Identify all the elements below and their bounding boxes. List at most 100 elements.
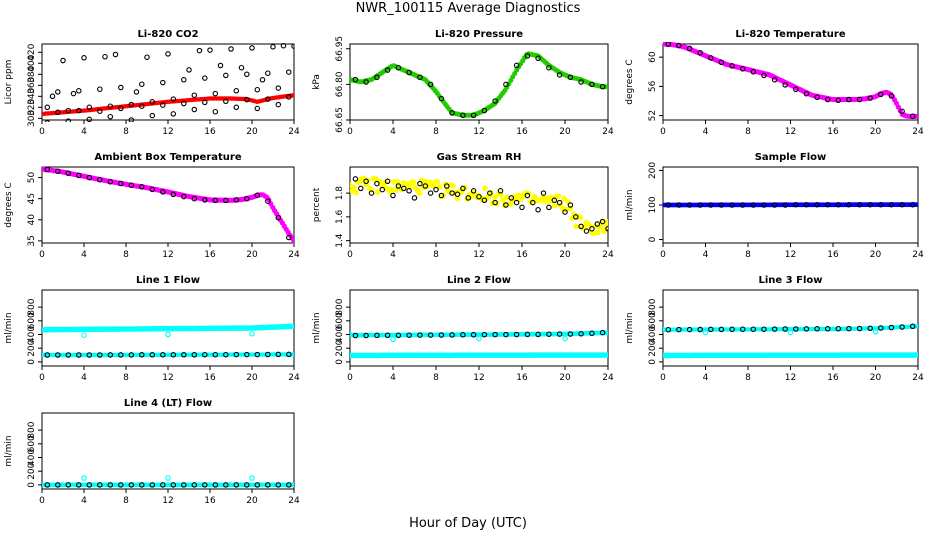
data-point — [503, 331, 509, 338]
data-point — [729, 63, 735, 69]
x-tick-label: 8 — [745, 250, 751, 260]
y-tick-label: 45 — [27, 193, 37, 204]
y-tick-label: 380 — [27, 65, 37, 82]
data-point — [112, 51, 119, 58]
data-point — [488, 190, 494, 196]
x-tick-label: 12 — [162, 127, 173, 137]
x-tick-label: 16 — [827, 250, 839, 260]
data-point — [238, 64, 245, 71]
y-tick-label: 200 — [27, 462, 37, 479]
data-point — [191, 352, 198, 358]
data-point — [470, 112, 477, 119]
data-point — [275, 85, 282, 91]
data-point — [97, 108, 103, 114]
data-point — [546, 331, 552, 337]
x-tick-label: 20 — [246, 250, 258, 260]
y-tick-label: 200 — [27, 339, 37, 356]
data-point — [352, 332, 359, 339]
data-point — [44, 166, 51, 173]
y-tick-label: 56 — [648, 80, 658, 92]
data-point — [899, 201, 905, 208]
data-point — [427, 81, 434, 88]
data-point — [186, 67, 192, 73]
data-point — [291, 93, 294, 98]
points-line3 — [663, 323, 918, 359]
x-tick-label: 8 — [745, 373, 751, 383]
panel-rh: Gas Stream RH percent 0 4 8 12 16 20 24 1.4 1.6 1.8 — [312, 152, 614, 260]
data-point — [65, 352, 72, 358]
data-point — [686, 202, 693, 208]
x-tick-label: 8 — [433, 127, 439, 137]
data-point — [128, 101, 135, 108]
data-point — [406, 183, 413, 190]
data-point — [546, 64, 552, 71]
data-point — [888, 201, 895, 208]
x-tick-label: 20 — [559, 373, 571, 383]
y-tick-label: 800 — [648, 298, 658, 315]
data-point — [86, 352, 93, 358]
x-tick-label: 4 — [390, 250, 396, 260]
data-point — [497, 188, 504, 194]
data-point — [374, 332, 380, 339]
data-point — [702, 329, 709, 336]
data-point — [259, 77, 266, 83]
data-point — [739, 326, 746, 332]
data-point — [750, 69, 757, 75]
data-point — [181, 193, 187, 200]
data-point — [65, 118, 72, 122]
y-tick-label: 1.6 — [335, 209, 345, 224]
x-tick-label: 24 — [912, 127, 924, 137]
y-tick-label: 600 — [335, 312, 345, 329]
x-tick-label: 0 — [39, 496, 45, 506]
data-point — [676, 202, 682, 208]
y-tick-label: 400 — [27, 326, 37, 343]
data-point — [460, 332, 466, 338]
data-point — [265, 198, 271, 204]
data-point — [665, 326, 672, 333]
data-point — [107, 482, 114, 488]
data-point — [170, 111, 177, 117]
data-point — [562, 209, 568, 215]
data-point — [76, 172, 82, 179]
data-point — [270, 44, 276, 50]
y-axis-label: ml/min — [4, 312, 14, 343]
data-point — [118, 352, 124, 358]
data-point — [739, 66, 746, 72]
data-point — [254, 86, 261, 93]
data-point — [390, 179, 397, 185]
data-point — [867, 95, 873, 101]
y-tick-label: 0 — [335, 359, 345, 365]
data-point — [578, 331, 584, 337]
data-point — [835, 97, 842, 104]
data-point — [567, 202, 574, 208]
y-tick-label: 200 — [648, 162, 658, 179]
data-point — [878, 201, 884, 208]
data-point — [899, 324, 905, 330]
data-point — [697, 50, 703, 56]
points-line4 — [42, 475, 294, 488]
x-axis-label: Hour of Day (UTC) — [409, 516, 527, 531]
data-point — [899, 108, 905, 114]
data-point — [244, 195, 250, 202]
data-point — [567, 331, 574, 337]
x-tick-label: 12 — [473, 127, 484, 137]
data-point — [275, 351, 282, 358]
data-point — [824, 96, 831, 103]
data-point — [363, 332, 369, 339]
y-axis-label: Licor ppm — [4, 60, 14, 105]
data-point — [275, 214, 282, 221]
data-point — [254, 192, 261, 199]
y-tick-label: 35 — [27, 235, 37, 246]
data-point — [605, 226, 608, 232]
data-point — [739, 202, 746, 208]
data-point — [202, 75, 208, 81]
data-point — [573, 214, 579, 220]
panel-title: Li-820 Temperature — [735, 29, 845, 40]
y-axis-label: ml/min — [4, 435, 14, 466]
data-point — [589, 81, 595, 88]
x-tick-label: 4 — [703, 373, 709, 383]
data-point — [750, 202, 757, 208]
data-point — [605, 219, 608, 225]
data-point — [291, 323, 294, 330]
data-point — [718, 202, 725, 208]
